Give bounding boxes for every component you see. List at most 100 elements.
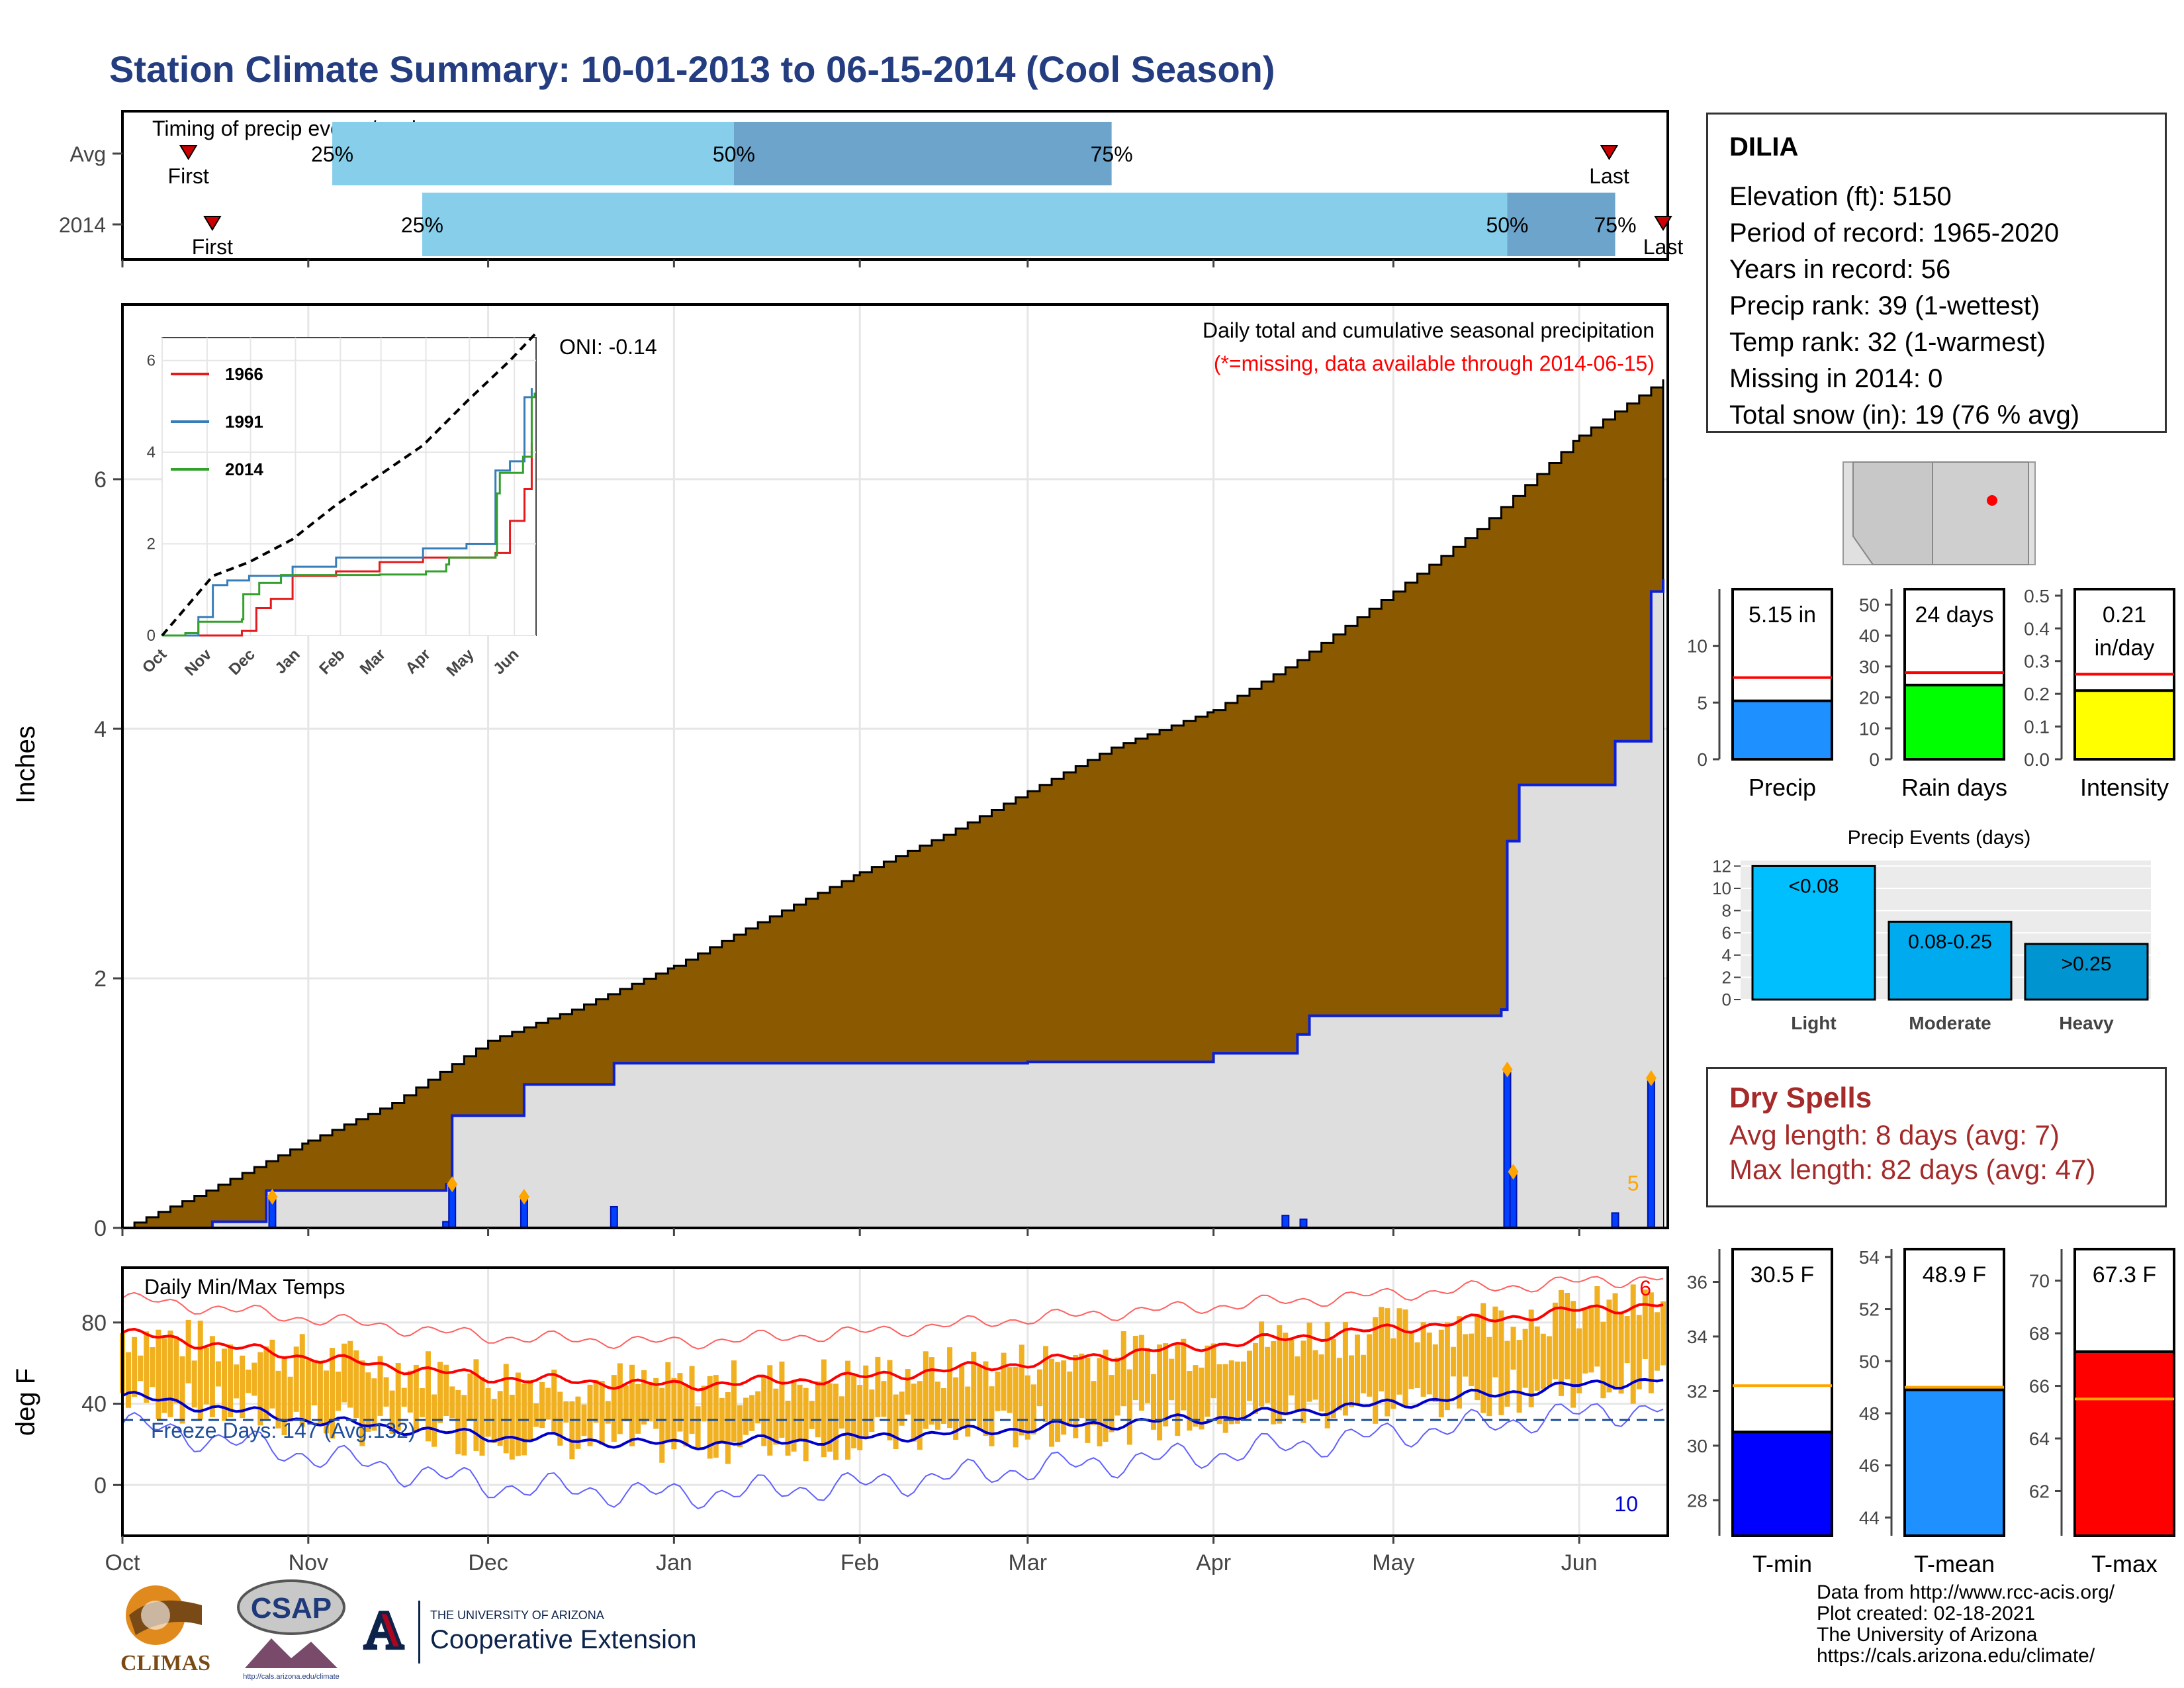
temp-daily-range-bar xyxy=(719,1397,725,1442)
temp-daily-range-bar xyxy=(1067,1371,1073,1425)
temp-daily-range-bar xyxy=(1390,1338,1396,1409)
temp-daily-range-bar xyxy=(1570,1301,1576,1408)
temp-daily-range-bar xyxy=(1151,1374,1157,1430)
temp-daily-range-bar xyxy=(305,1360,311,1421)
temp-daily-range-bar xyxy=(126,1352,132,1408)
precip-daily-bar xyxy=(1281,1215,1290,1229)
temp-daily-range-bar xyxy=(359,1360,365,1446)
temp-daily-range-bar xyxy=(929,1357,934,1425)
temp-daily-range-bar xyxy=(995,1372,1001,1411)
temp-daily-range-bar xyxy=(425,1351,431,1442)
timing-first-label: First xyxy=(168,164,209,188)
temp-daily-range-bar xyxy=(839,1396,845,1429)
temp-x-tick-label: Apr xyxy=(1196,1550,1231,1575)
mini-chart-x-label: Precip xyxy=(1749,774,1816,801)
mini-chart-value-label: 67.3 F xyxy=(2093,1262,2156,1288)
inset-y-tick-label: 6 xyxy=(147,352,156,370)
climas-logo-text: CLIMAS xyxy=(120,1651,210,1675)
temp-daily-range-bar xyxy=(1396,1308,1402,1395)
temp-daily-range-bar xyxy=(533,1403,539,1427)
temp-daily-range-bar xyxy=(581,1404,587,1436)
temp-daily-range-bar xyxy=(779,1361,785,1438)
temp-daily-range-bar xyxy=(1618,1313,1624,1394)
temp-daily-range-bar xyxy=(1199,1368,1205,1430)
temp-daily-range-bar xyxy=(959,1366,965,1429)
temp-daily-range-bar xyxy=(497,1391,503,1446)
precip-annotation: 5 xyxy=(1627,1171,1639,1195)
temp-daily-range-bar xyxy=(563,1401,569,1423)
mini-chart-x-label: T-mean xyxy=(1914,1550,1995,1577)
temp-daily-range-bar xyxy=(1222,1364,1228,1433)
temp-daily-range-bar xyxy=(1259,1321,1265,1407)
temp-daily-range-bar xyxy=(1289,1339,1295,1396)
temp-daily-range-bar xyxy=(809,1401,815,1429)
temp-daily-range-bar xyxy=(269,1339,275,1409)
mini-chart-y-tick-label: 70 xyxy=(2029,1271,2050,1291)
events-bar-label: 0.08-0.25 xyxy=(1908,931,1992,953)
temp-daily-range-bar xyxy=(1001,1352,1007,1411)
mini-chart-y-tick-label: 0.2 xyxy=(2024,684,2050,704)
temp-daily-range-bar xyxy=(443,1364,449,1416)
mini-chart-y-tick-label: 44 xyxy=(1859,1507,1880,1528)
temp-daily-range-bar xyxy=(707,1376,713,1459)
events-bar xyxy=(1888,920,2013,1001)
temp-daily-range-bar xyxy=(1157,1344,1163,1441)
mini-chart-value-label2: in/day xyxy=(2095,635,2155,661)
temp-daily-range-bar xyxy=(1283,1333,1289,1416)
temp-daily-range-bar xyxy=(1049,1358,1055,1447)
mini-chart-y-tick-label: 66 xyxy=(2029,1376,2050,1397)
mini-chart-x-label: T-min xyxy=(1752,1550,1812,1577)
dry-spells-max: Max length: 82 days (avg: 47) xyxy=(1729,1154,2096,1185)
temp-daily-range-bar xyxy=(1265,1346,1271,1403)
temp-daily-range-bar xyxy=(1193,1365,1199,1427)
temp-daily-range-bar xyxy=(940,1388,946,1424)
temp-daily-range-bar xyxy=(701,1385,707,1422)
mini-chart-y-tick-label: 32 xyxy=(1687,1381,1707,1401)
temp-daily-range-bar xyxy=(917,1381,923,1450)
temp-daily-range-bar xyxy=(479,1377,485,1456)
precip-daily-marker xyxy=(267,1188,278,1205)
temp-daily-range-bar xyxy=(1210,1343,1216,1399)
temp-daily-range-bar xyxy=(377,1356,383,1416)
inset-series-line xyxy=(161,332,537,637)
temp-daily-range-bar xyxy=(551,1370,557,1433)
temp-daily-range-bar xyxy=(617,1363,623,1434)
timing-bar-25-50 xyxy=(332,122,734,185)
mini-chart-y-tick-label: 50 xyxy=(1859,594,1880,615)
timing-last-marker xyxy=(1654,216,1672,231)
temp-daily-range-bar xyxy=(869,1389,875,1432)
mini-chart-y-tick-label: 54 xyxy=(1859,1247,1880,1268)
precip-y-axis-label: Inches xyxy=(11,726,40,804)
mini-chart-y-tick-label: 0 xyxy=(1869,749,1880,770)
temp-x-tick-label: Oct xyxy=(105,1550,140,1575)
footer-line-university: The University of Arizona xyxy=(1817,1624,2038,1646)
mini-chart-x-label: T-max xyxy=(2091,1550,2158,1577)
temp-daily-range-bar xyxy=(150,1346,156,1387)
temp-daily-range-bar xyxy=(1144,1348,1150,1403)
precip-y-tick-label: 2 xyxy=(94,966,107,992)
timing-label-75: 75% xyxy=(1091,142,1133,166)
temp-daily-range-bar xyxy=(1246,1350,1252,1401)
temp-daily-range-bar xyxy=(1330,1338,1336,1419)
temp-daily-range-bar xyxy=(156,1329,161,1420)
temp-daily-range-bar xyxy=(449,1386,455,1419)
timing-last-label: Last xyxy=(1589,164,1629,188)
temp-title: Daily Min/Max Temps xyxy=(144,1275,345,1299)
temp-daily-range-bar xyxy=(623,1385,629,1422)
temp-daily-range-bar xyxy=(1450,1346,1456,1377)
dry-spells-avg: Avg length: 8 days (avg: 7) xyxy=(1729,1119,2060,1150)
mini-chart-x-label: Intensity xyxy=(2080,774,2169,801)
temp-daily-range-bar xyxy=(791,1381,797,1452)
temp-x-tick-label: Feb xyxy=(841,1550,880,1575)
temp-daily-range-bar xyxy=(635,1383,641,1434)
temp-daily-range-bar xyxy=(1444,1322,1450,1411)
temp-daily-range-bar xyxy=(1175,1343,1181,1436)
temp-daily-range-bar xyxy=(1361,1354,1367,1393)
temp-daily-range-bar xyxy=(461,1395,467,1456)
mini-chart-y-tick-label: 0.3 xyxy=(2024,651,2050,672)
csap-logo-mountains xyxy=(245,1638,338,1668)
ua-logo: A xyxy=(361,1599,407,1662)
timing-last-marker xyxy=(1600,145,1619,160)
temp-daily-range-bar xyxy=(1115,1357,1120,1416)
csap-logo: CSAP http://cals.arizona.edu/climate xyxy=(232,1575,351,1681)
